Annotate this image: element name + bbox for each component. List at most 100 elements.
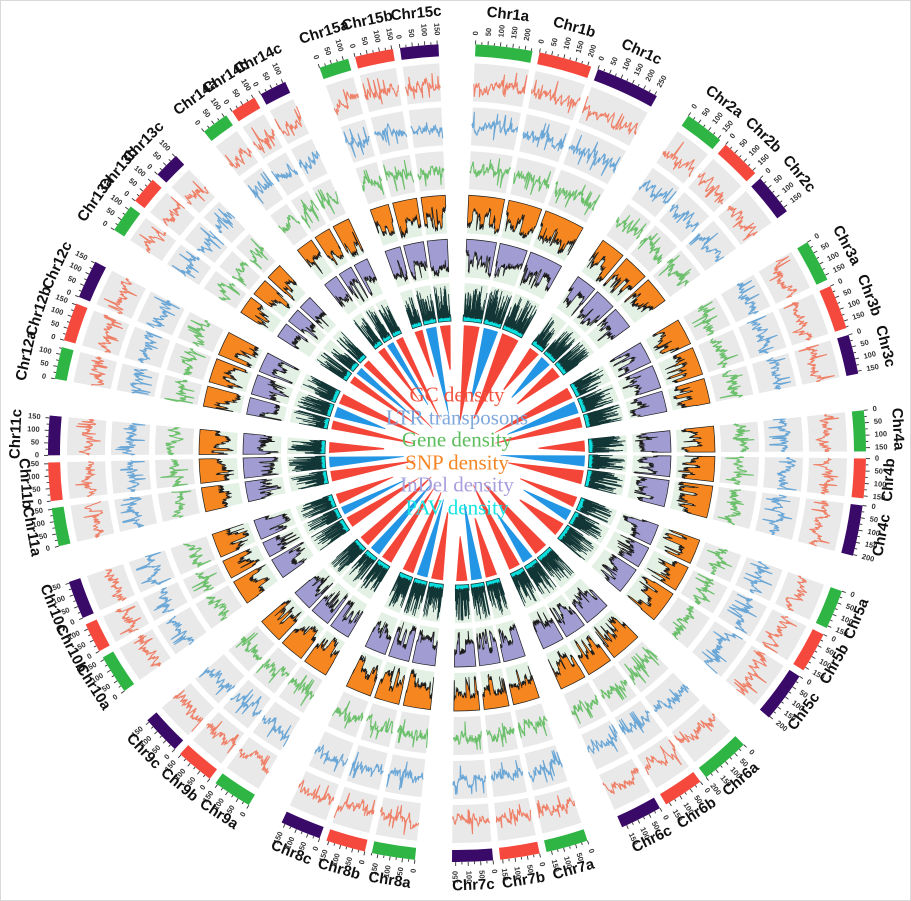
tick-label: 0 <box>538 861 548 867</box>
series-gc-Chr15c <box>404 73 441 100</box>
series-indel-Chr4b <box>632 455 672 478</box>
series-ltr-Chr14b <box>270 163 299 182</box>
tick-label: 200 <box>861 552 875 564</box>
tick-label: 0 <box>122 189 131 199</box>
link-wedge-Chr8c <box>402 492 442 574</box>
ideogram-Chr1a <box>475 44 533 63</box>
series-gene-Chr15c <box>417 165 445 187</box>
tick-label: 0 <box>37 497 42 506</box>
series-ltr-Chr14c <box>298 150 321 174</box>
series-gene-Chr6c <box>571 694 599 724</box>
tick-mark <box>808 661 812 664</box>
tick-mark <box>370 852 373 856</box>
tick-mark <box>150 726 154 729</box>
track-bg-gene <box>360 703 398 748</box>
tick-mark <box>401 858 403 863</box>
series-gene-Chr7b <box>485 722 515 748</box>
series-gene-Chr1b <box>513 170 552 195</box>
tick-mark <box>830 284 835 287</box>
tick-mark <box>781 701 784 704</box>
tick-label: 50 <box>869 514 879 524</box>
series-gc-Chr9a <box>239 748 271 774</box>
track-bg-gene <box>157 488 200 522</box>
link-wedge-Chr12b <box>334 406 386 430</box>
tick-mark <box>49 521 54 523</box>
tick-label: 0 <box>85 651 93 661</box>
tick-label: 150 <box>872 492 885 502</box>
tick-label: 50 <box>39 358 49 369</box>
tick-mark <box>110 227 115 231</box>
tick-label: 50 <box>100 682 112 694</box>
series-pav-Chr6b <box>523 558 557 595</box>
tick-mark <box>705 777 709 781</box>
tick-label: 0 <box>65 287 72 297</box>
link-wedge-Chr14b <box>387 342 429 406</box>
link-wedge-Chr10c <box>335 476 394 504</box>
tick-mark <box>106 669 111 673</box>
chromosome-label-Chr11c: Chr11c <box>6 409 25 460</box>
tick-mark <box>235 105 238 109</box>
series-snp-Chr1b <box>504 199 543 239</box>
series-pav-Chr15b <box>416 290 437 326</box>
tick-label: 100 <box>333 38 345 53</box>
tick-mark <box>360 52 362 56</box>
tick-mark <box>71 309 74 311</box>
series-snp-Chr12c <box>218 331 259 369</box>
track-bg-ltr <box>203 201 246 244</box>
series-gene-Chr5c <box>671 605 695 640</box>
series-ltr-Chr10c <box>135 551 171 585</box>
tick-mark <box>357 849 360 853</box>
series-indel-Chr6b <box>549 602 585 638</box>
ideogram-Chr15a <box>319 58 352 80</box>
series-snp-Chr10b <box>222 548 260 579</box>
ideogram-Chr3b <box>819 286 847 332</box>
series-indel-Chr1b <box>494 242 528 279</box>
tick-label: 150 <box>788 190 803 205</box>
tick-mark <box>317 63 320 68</box>
tick-label: 100 <box>68 260 83 274</box>
ideogram-Chr4a <box>851 410 866 452</box>
tick-label: 0 <box>310 845 320 852</box>
tick-mark <box>59 347 62 349</box>
tick-mark <box>63 333 66 335</box>
tick-label: 150 <box>27 459 40 468</box>
series-gc-Chr5a <box>785 575 808 612</box>
series-indel-Chr14c <box>353 258 378 297</box>
tick-label: 0 <box>536 39 546 45</box>
series-snp-Chr11c <box>198 428 234 455</box>
tick-label: 100 <box>27 424 40 434</box>
series-pav-Chr1c <box>501 297 537 339</box>
tick-mark <box>643 85 646 90</box>
tick-label: 100 <box>270 61 283 76</box>
tick-mark <box>694 785 698 788</box>
track-bg-ltr <box>631 167 680 218</box>
tick-mark <box>69 594 74 597</box>
series-indel-Chr13a <box>277 323 309 350</box>
ideogram-Chr11a <box>51 506 71 547</box>
tick-mark <box>785 696 789 700</box>
ideogram-Chr8a <box>371 841 417 860</box>
tick-mark <box>862 505 867 507</box>
tick-label: 100 <box>464 871 473 884</box>
tick-mark <box>739 155 742 158</box>
tick-label: 50 <box>574 852 585 863</box>
tick-label: 100 <box>710 110 725 125</box>
series-pav-Chr10b <box>307 507 343 531</box>
track-series <box>75 72 840 835</box>
series-snp-Chr13a <box>240 296 270 328</box>
series-gc-Chr11b <box>75 460 97 498</box>
series-pav-Chr4a <box>587 436 626 453</box>
tick-mark <box>575 844 578 849</box>
series-ltr-Chr14a <box>247 171 275 204</box>
series-gene-Chr3c <box>719 369 744 399</box>
tick-mark <box>91 260 96 264</box>
tick-label: 0 <box>805 677 813 687</box>
ideogram-Chr12a <box>54 347 74 381</box>
track-bg-gc <box>269 99 310 145</box>
series-snp-Chr14c <box>332 218 364 257</box>
link-wedge-Chr15b <box>425 326 450 416</box>
link-wedge-Chr15c <box>439 325 451 370</box>
tick-mark <box>177 754 182 759</box>
tick-mark <box>850 339 853 342</box>
tick-mark <box>104 664 108 667</box>
